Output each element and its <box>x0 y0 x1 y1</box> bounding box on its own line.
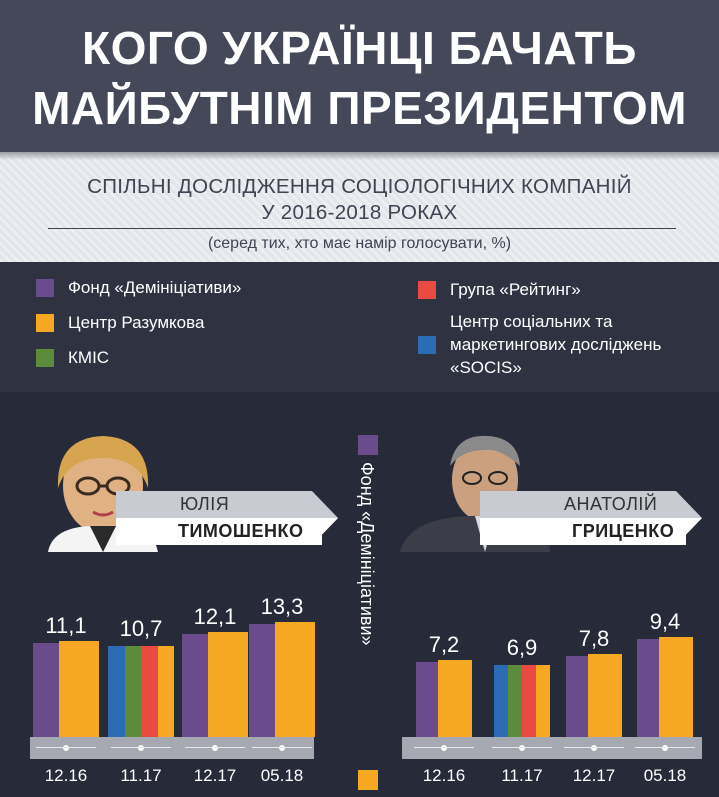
legend-swatch <box>418 336 436 354</box>
bar-segment-green <box>508 665 522 737</box>
axis-tick-line <box>36 747 96 748</box>
units-note: (серед тих, хто має намір голосувати, %) <box>207 235 512 252</box>
legend-swatch <box>36 279 54 297</box>
value-label: 10,7 <box>119 616 163 642</box>
axis-tick-dot <box>441 745 447 751</box>
bar-segment-red <box>522 665 536 737</box>
center-vertical-text: Фонд «Демініціативи» <box>357 462 377 646</box>
axis-bar-left <box>30 737 314 759</box>
axis-tick-dot <box>63 745 69 751</box>
bar-segment-purple <box>182 634 209 737</box>
axis-tick-dot <box>591 745 597 751</box>
legend-label: Центр соціальних та маркетингових дослід… <box>450 310 661 379</box>
legend-swatch <box>418 281 436 299</box>
category-label: 12.17 <box>193 766 237 785</box>
legend-swatch <box>36 314 54 332</box>
title-line-2: МАЙБУТНІМ ПРЕЗИДЕНТОМ <box>32 82 687 134</box>
axis-tick-line <box>185 747 245 748</box>
legend-item-socis: Центр соціальних та маркетингових дослід… <box>418 310 661 379</box>
bar-segment-orange <box>536 665 550 737</box>
legend-label: Фонд «Демініціативи» <box>68 278 242 297</box>
axis-tick-dot <box>662 745 668 751</box>
center-vertical-label: Фонд «Демініціативи» <box>357 462 377 646</box>
legend: Фонд «Демініціативи» Центр Разумкова КМІ… <box>0 262 719 392</box>
bar-segment-green <box>124 646 141 737</box>
axis-bar-right <box>402 737 702 759</box>
category-label: 12.17 <box>572 766 616 785</box>
axis-tick-line <box>635 747 695 748</box>
legend-item-rating: Група «Рейтинг» <box>418 278 581 301</box>
axis-tick-dot <box>279 745 285 751</box>
legend-label-line: Центр соціальних та <box>450 312 613 331</box>
subtitle-line-1: СПІЛЬНІ ДОСЛІДЖЕННЯ СОЦІОЛОГІЧНИХ КОМПАН… <box>87 175 632 198</box>
category-label: 05.18 <box>643 766 687 785</box>
bar-segment-orange <box>659 637 693 737</box>
bar-segment-orange <box>588 653 622 737</box>
legend-item-kmis: КМІС <box>36 346 109 369</box>
axis-tick-line <box>111 747 171 748</box>
subtitle-divider <box>48 228 676 229</box>
legend-item-deminitsiatyvy: Фонд «Демініціативи» <box>36 276 241 299</box>
axis-tick-line <box>414 747 474 748</box>
nametag-tymoshenko: ЮЛІЯ ТИМОШЕНКО <box>116 491 346 545</box>
axis-tick-line <box>564 747 624 748</box>
bar-segment-orange <box>59 640 99 737</box>
axis-tick-dot <box>138 745 144 751</box>
axis-tick-dot <box>212 745 218 751</box>
bar-segment-orange <box>157 646 174 737</box>
last-name: ТИМОШЕНКО <box>178 521 304 541</box>
last-name: ГРИЦЕНКО <box>572 521 675 541</box>
value-label: 11,1 <box>45 612 87 638</box>
legend-label: Центр Разумкова <box>68 313 205 332</box>
bar-segment-red <box>141 646 158 737</box>
category-label: 05.18 <box>260 766 304 785</box>
bar-segment-orange <box>438 660 472 737</box>
center-swatch-top <box>358 435 378 455</box>
value-label: 13,3 <box>260 593 304 619</box>
value-label: 9,4 <box>649 609 681 635</box>
legend-label-line: маркетингових досліджень <box>450 335 662 354</box>
axis-tick-line <box>492 747 552 748</box>
bar-segment-purple <box>33 642 60 737</box>
category-label: 12.16 <box>422 766 466 785</box>
nametag-hrytsenko: АНАТОЛІЙ ГРИЦЕНКО <box>480 491 710 545</box>
subtitle-line-2: У 2016-2018 РОКАХ <box>261 201 458 224</box>
title-banner <box>0 0 719 152</box>
value-label: 6,9 <box>506 635 538 661</box>
category-label: 11.17 <box>120 766 162 785</box>
value-label: 7,8 <box>578 625 610 651</box>
legend-swatch <box>36 349 54 367</box>
center-swatch-bottom <box>358 770 378 790</box>
bar-segment-blue <box>108 646 125 737</box>
axis-tick-line <box>252 747 312 748</box>
title-line-1: КОГО УКРАЇНЦІ БАЧАТЬ <box>82 22 637 74</box>
bar-segment-purple <box>416 662 439 737</box>
bar-segment-purple <box>566 655 589 737</box>
bar-segment-blue <box>494 665 508 737</box>
legend-item-razumkov: Центр Разумкова <box>36 311 204 334</box>
bar-segment-purple <box>637 639 660 737</box>
axis-tick-dot <box>519 745 525 751</box>
bar-segment-orange <box>275 621 315 737</box>
legend-label-line: «SOCIS» <box>450 358 522 377</box>
bar-segment-orange <box>208 632 248 737</box>
category-label: 11.17 <box>501 766 543 785</box>
first-name: ЮЛІЯ <box>180 494 230 514</box>
legend-label: КМІС <box>68 348 110 367</box>
bar-segment-purple <box>249 623 276 737</box>
banner-shadow <box>0 152 719 160</box>
first-name: АНАТОЛІЙ <box>564 494 658 514</box>
value-label: 7,2 <box>428 632 460 658</box>
legend-label: Група «Рейтинг» <box>450 280 581 299</box>
category-label: 12.16 <box>44 766 88 785</box>
value-label: 12,1 <box>193 604 237 630</box>
